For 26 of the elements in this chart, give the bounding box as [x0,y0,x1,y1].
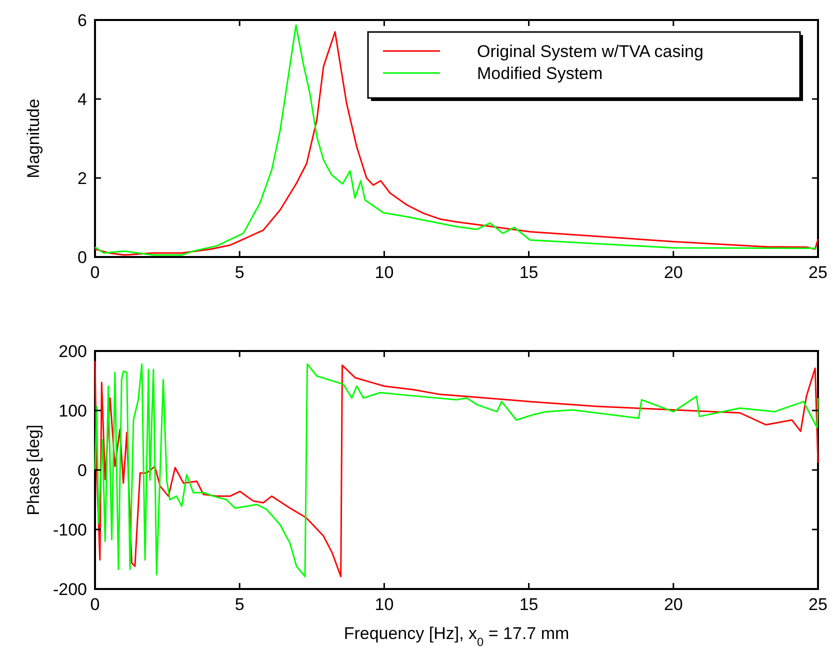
y-tick-label: -200 [52,580,87,599]
x-tick-label: 25 [808,263,828,282]
legend-label: Modified System [477,64,603,83]
y-axis-title: Magnitude [24,98,43,178]
y-tick-label: -100 [52,520,87,540]
x-tick-label: 0 [90,595,100,614]
x-axis-title: Frequency [Hz], x$_{0}$ = 17.7 mm [344,624,570,649]
y-tick-label: 0 [78,248,87,267]
x-tick-label: 10 [374,595,394,614]
y-tick-label: 2 [78,169,87,188]
y-tick-label: 4 [78,90,87,109]
x-tick-label: 5 [234,263,244,282]
x-tick-label: 5 [234,595,244,614]
y-tick-label: 0 [78,461,87,480]
x-tick-label: 20 [664,595,683,614]
x-tick-label: 20 [664,263,683,282]
y-axis-title: Phase [deg] [24,424,43,516]
x-tick-label: 15 [519,595,538,614]
y-tick-label: 6 [78,11,87,30]
x-tick-label: 25 [808,595,828,614]
y-tick-label: 100 [58,402,87,420]
legend-label: Original System w/TVA casing [477,42,704,61]
x-tick-label: 0 [90,263,100,282]
x-tick-label: 10 [374,263,394,282]
x-tick-label: 15 [519,263,538,282]
y-tick-label: 200 [58,342,87,361]
